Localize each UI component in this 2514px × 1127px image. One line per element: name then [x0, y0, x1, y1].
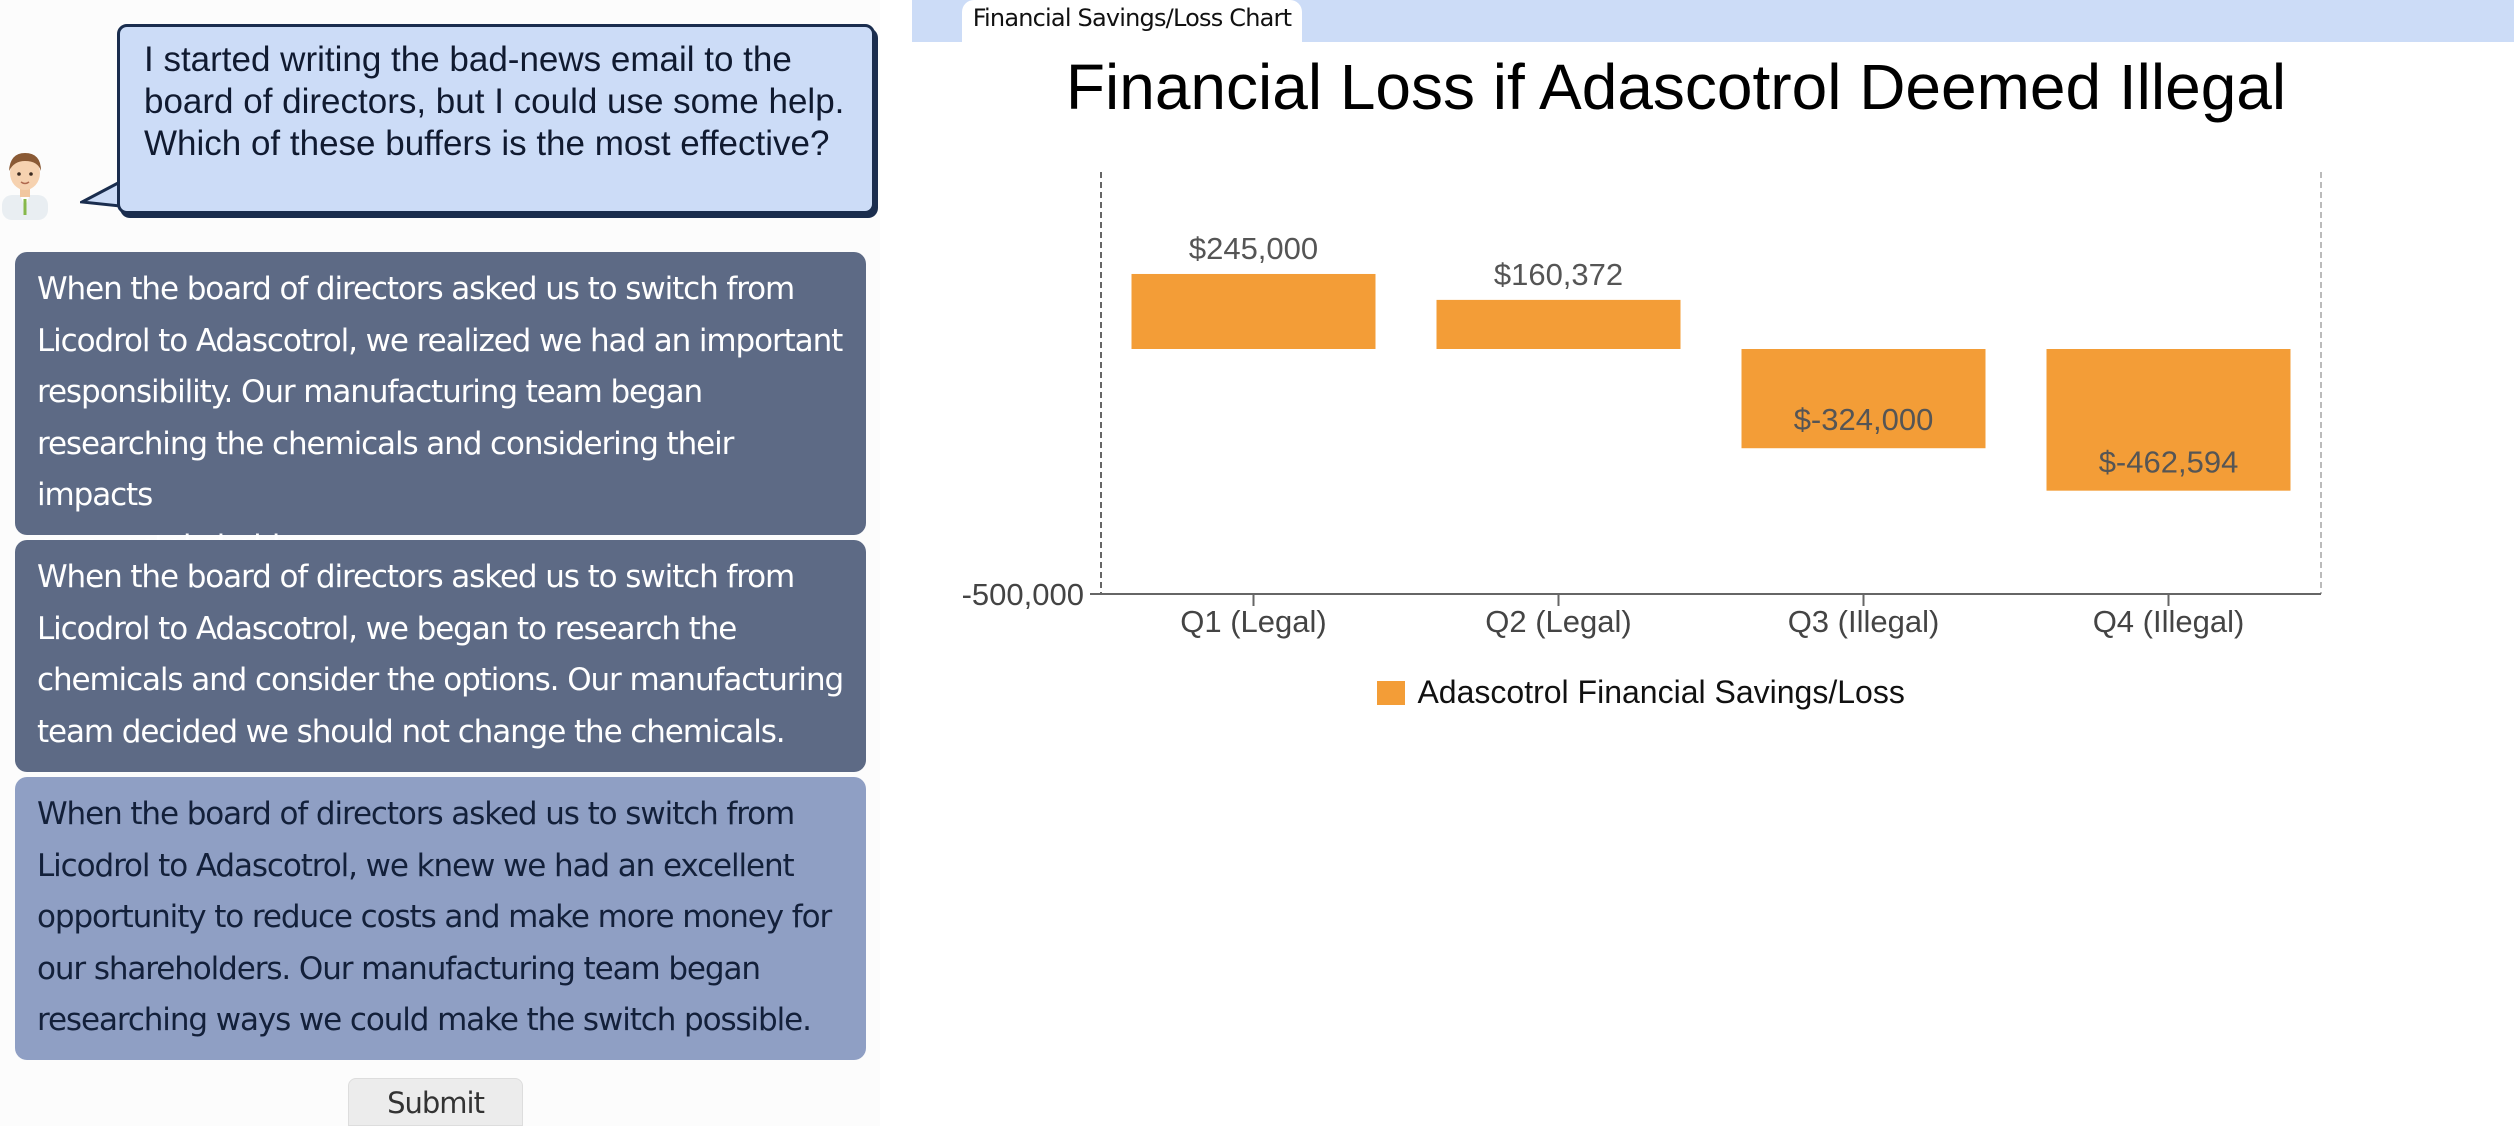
option-line: our shareholders. Our manufacturing team… [37, 950, 761, 987]
answer-option-1[interactable]: When the board of directors asked us to … [15, 252, 866, 565]
submit-button[interactable]: Submit [348, 1078, 523, 1126]
bar-chart: -500,000 $245,000 Q1 (Legal) $160,372 Q2 (L… [962, 172, 2322, 639]
legend-label: Adascotrol Financial Savings/Loss [1417, 674, 1905, 710]
option-line: Licodrol to Adascotrol, we began to rese… [37, 610, 737, 647]
bar-4 [2046, 349, 2291, 491]
legend-swatch [1377, 680, 1405, 705]
x-tick-label: Q2 (Legal) [1485, 604, 1631, 639]
option-line: researching the chemicals and considerin… [37, 425, 734, 514]
option-line: researching ways we could make the switc… [37, 1002, 812, 1038]
x-tick-label: Q4 (Illegal) [2093, 604, 2245, 639]
chart-legend: Adascotrol Financial Savings/Loss [1377, 674, 1905, 714]
avatar [2, 153, 48, 220]
bar-1 [1131, 273, 1376, 349]
bar-value-label: $-462,594 [2099, 445, 2239, 480]
x-tick-label: Q1 (Legal) [1180, 604, 1326, 639]
option-line: Licodrol to Adascotrol, we knew we had a… [37, 847, 795, 884]
question-text: I started writing the bad-news email to … [144, 40, 845, 163]
option-line: When the board of directors asked us to … [37, 559, 795, 595]
y-tick-label: -500,000 [962, 577, 1084, 612]
option-line: chemicals and consider the options. Our … [37, 662, 844, 698]
bar-2 [1436, 299, 1681, 349]
option-line: When the board of directors asked us to … [37, 796, 795, 832]
option-line: Licodrol to Adascotrol, we realized we h… [37, 322, 843, 359]
question-bubble: I started writing the bad-news email to … [117, 24, 875, 214]
x-tick-label: Q3 (Illegal) [1788, 604, 1940, 639]
option-line: team decided we should not change the ch… [37, 713, 786, 750]
tab-financial-chart[interactable]: Financial Savings/Loss Chart [962, 0, 1302, 42]
option-line: responsibility. Our manufacturing team b… [37, 374, 703, 410]
chart-title: Financial Loss if Adascotrol Deemed Ille… [1065, 51, 2287, 123]
bar-3 [1741, 349, 1986, 449]
bar-value-label: $-324,000 [1794, 402, 1934, 437]
answer-option-3[interactable]: When the board of directors asked us to … [15, 777, 866, 1060]
quiz-panel: I started writing the bad-news email to … [0, 0, 880, 1126]
bar-value-label: $245,000 [1189, 231, 1318, 266]
option-line: opportunity to reduce costs and make mor… [37, 899, 832, 935]
answer-option-2[interactable]: When the board of directors asked us to … [15, 540, 866, 772]
speech-bubble-tail [80, 180, 122, 210]
bar-value-label: $160,372 [1494, 257, 1623, 292]
option-line: When the board of directors asked us to … [37, 271, 795, 307]
